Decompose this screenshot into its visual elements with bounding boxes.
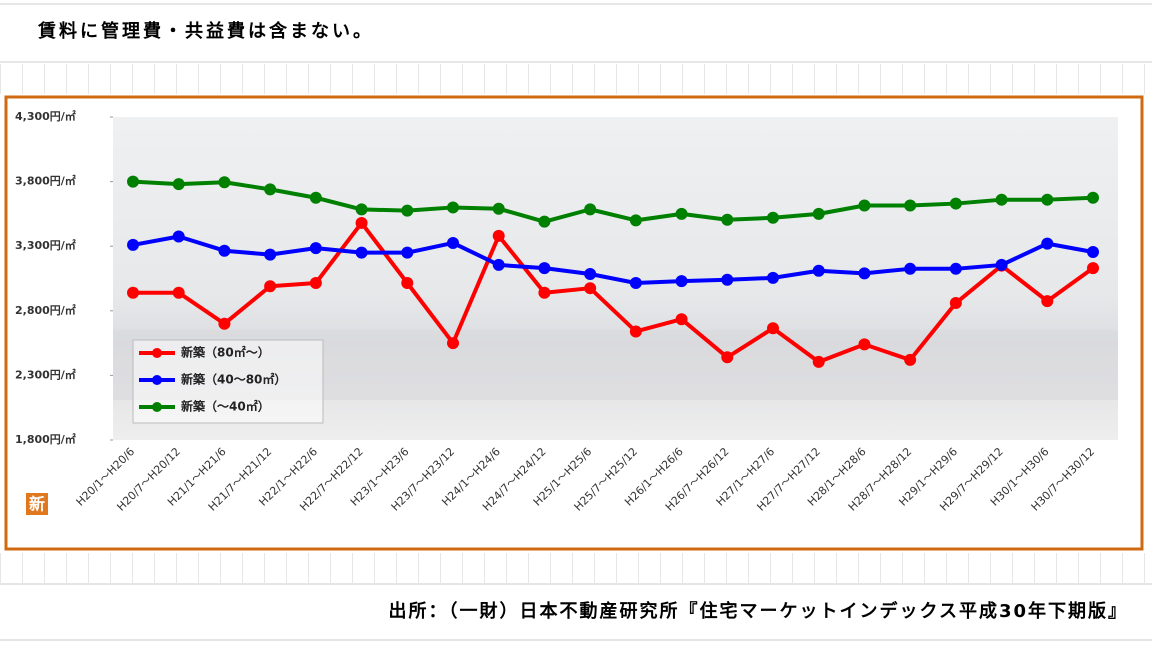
series-line [133,220,1095,364]
note: 賃料に管理費・共益費は含まない。 [37,20,374,42]
point [995,193,1008,206]
y-tick-label: 2,800円/㎡ [15,303,76,317]
point [218,244,231,257]
point [629,277,642,290]
point [492,258,505,271]
point [447,236,459,249]
point [858,267,871,280]
point [172,286,185,299]
point [812,207,825,220]
y-tick-label: 1,800円/㎡ [15,432,76,446]
y-tick-label: 2,300円/㎡ [15,367,76,381]
point [309,242,322,255]
point [264,280,277,293]
point [812,264,825,277]
point [675,207,688,220]
point [492,202,505,215]
point [767,322,779,335]
point [264,183,277,196]
point [355,216,368,229]
paper-grid [0,64,1152,94]
legend-swatch [152,375,162,385]
point [1087,246,1099,259]
point [629,325,642,338]
point [401,277,414,290]
point [1087,191,1099,204]
point [355,203,368,216]
point [949,297,962,310]
point [1087,262,1099,275]
y-tick-label: 4,300円/㎡ [15,109,76,123]
icon [26,493,48,515]
point [584,282,597,295]
source: 出所：（一財）日本不動産研究所『住宅マーケットインデックス平成30年下期版』 [388,600,1128,622]
point [172,230,185,243]
point [675,313,688,326]
point [995,258,1008,271]
point [858,199,871,212]
point [309,277,322,290]
point [1041,237,1054,250]
legend-label: 新築（～40㎡） [181,399,270,414]
point [447,337,459,350]
point [1041,295,1054,308]
point [538,215,551,228]
point [127,175,139,188]
point [218,176,231,189]
y-tick-label: 3,800円/㎡ [15,174,76,188]
y-tick-label: 3,300円/㎡ [15,238,76,252]
point [949,262,962,275]
series-line [132,234,1094,286]
point [858,338,871,351]
paper-grid [0,553,1152,583]
point [767,271,779,284]
point [127,238,139,251]
point [949,197,962,210]
point [584,267,597,280]
point [812,355,825,368]
series-line [132,179,1094,224]
icon-text: 新 [29,495,45,514]
point [629,214,642,227]
legend-swatch [152,402,162,412]
point [904,262,917,275]
point [492,229,505,242]
point [767,211,779,224]
point [1041,193,1054,206]
point [721,273,734,286]
point [538,286,551,299]
legend-swatch [152,348,162,358]
point [127,286,139,299]
point [401,204,414,217]
legend-label: 新築（40～80㎡） [181,372,286,387]
point [309,191,322,204]
legend-label: 新築（80㎡～） [181,345,270,360]
point [904,353,917,366]
point [264,248,277,261]
point [355,246,368,259]
point [721,213,734,226]
point [904,199,917,212]
point [218,317,231,330]
point [447,201,459,214]
point [675,275,688,288]
point [538,262,551,275]
point [721,351,734,364]
point [401,246,414,259]
point [584,203,597,216]
point [172,178,185,191]
